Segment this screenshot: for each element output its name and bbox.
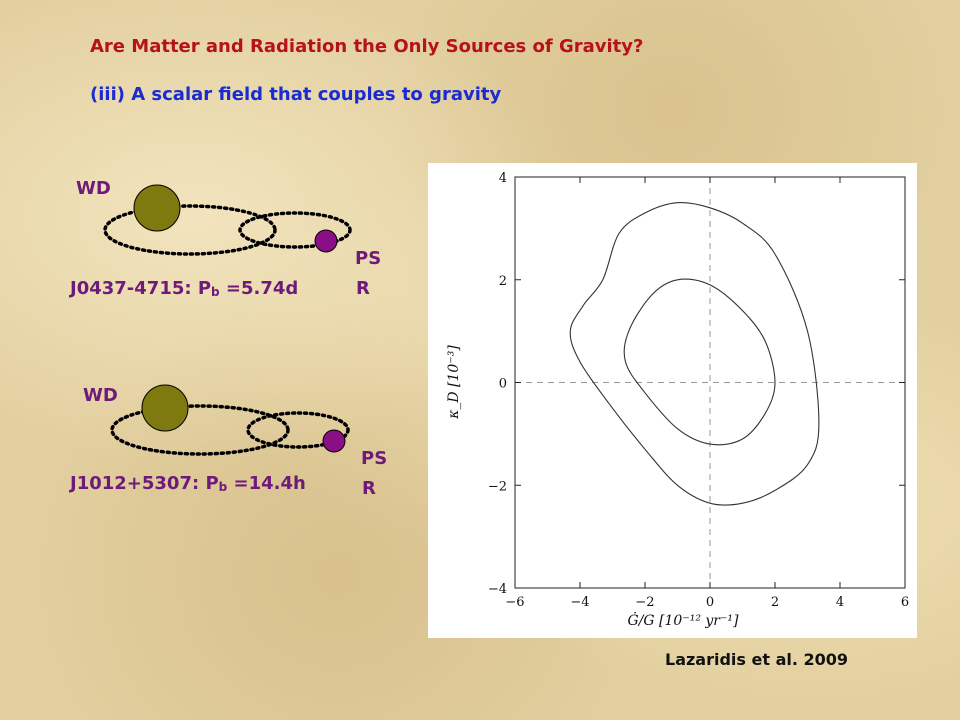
x-tick-label: −6 [505,595,524,610]
slide-title: Are Matter and Radiation the Only Source… [90,36,644,57]
system-period-1: J0437-4715: Pb =5.74d [70,278,299,299]
x-tick-label: −2 [635,595,654,610]
y-tick-label: −4 [488,582,507,597]
y-tick-label: −2 [488,479,507,494]
x-axis-label: Ġ/G [10⁻¹² yr⁻¹] [628,611,739,629]
wd-label-2: WD [83,385,118,406]
citation: Lazaridis et al. 2009 [665,650,849,669]
white-dwarf-star [141,384,189,432]
psr-label-2a: PS [361,448,388,469]
contour-outer [569,201,820,506]
binary-orbit-diagram-2 [110,384,350,456]
system-period-2: J1012+5307: Pb =14.4h [70,473,306,494]
binary-orbit-diagram-1 [103,184,352,256]
wd-label-1: WD [76,178,111,199]
x-tick-label: 2 [771,595,779,610]
pulsar-orbit [246,411,350,449]
y-tick-label: 2 [499,274,507,289]
x-tick-label: 6 [901,595,909,610]
y-tick-label: 4 [499,171,507,186]
x-tick-label: −4 [570,595,589,610]
pulsar-star [322,429,346,453]
x-tick-label: 4 [836,595,844,610]
white-dwarf-orbit [103,204,277,256]
y-axis-label: κ_D [10⁻³] [446,345,462,420]
y-tick-label: 0 [499,377,507,392]
psr-label-1a: PS [355,248,382,269]
slide-subtitle: (iii) A scalar field that couples to gra… [90,84,502,105]
psr-label-1b: R [356,278,370,299]
white-dwarf-orbit [110,404,290,456]
contour-inner [623,278,776,446]
x-tick-label: 0 [706,595,714,610]
pulsar-orbit [238,211,352,249]
pulsar-star [314,229,338,253]
psr-label-2b: R [362,478,376,499]
constraint-plot: −6 −4 −2 0 2 4 6 −4 −2 0 2 4 Ġ/G [10⁻¹² yr⁻¹] κ_D [… [428,163,917,638]
white-dwarf-star [133,184,181,232]
